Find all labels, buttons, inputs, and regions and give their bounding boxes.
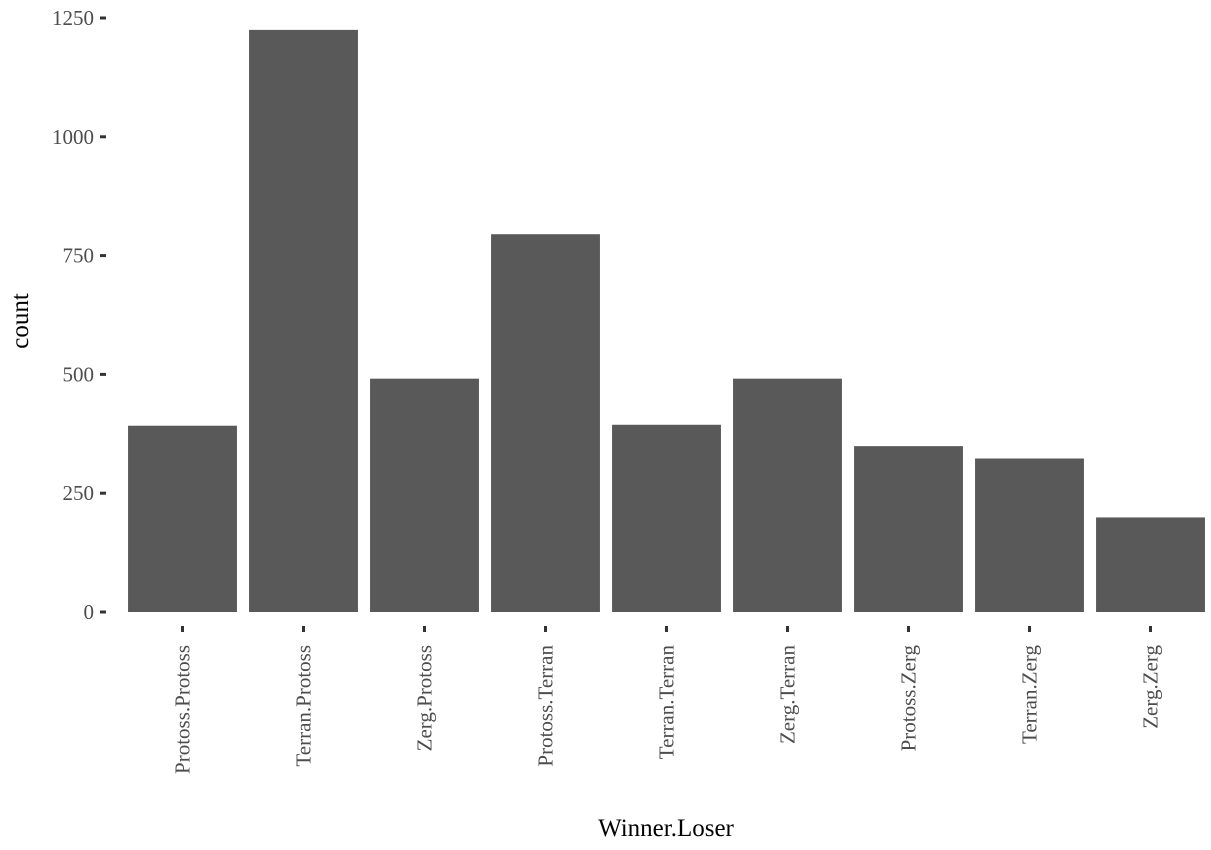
x-tick-label: Terran.Zerg xyxy=(1018,645,1042,745)
x-tick-label: Terran.Protoss xyxy=(292,645,316,767)
y-axis: 0 250 500 750 1000 1250 xyxy=(52,6,106,624)
x-axis: Protoss.Protoss Terran.Protoss Zerg.Protos… xyxy=(171,626,1163,774)
bar-zerg-zerg xyxy=(1096,517,1205,612)
y-axis-title: count xyxy=(7,293,34,349)
y-tick-label: 1250 xyxy=(52,6,94,30)
x-tick-label: Protoss.Zerg xyxy=(897,645,921,752)
y-tick-label: 500 xyxy=(63,362,95,386)
x-tick-label: Zerg.Terran xyxy=(776,645,800,745)
y-tick-label: 0 xyxy=(84,600,95,624)
bar-protoss-zerg xyxy=(854,446,963,612)
bar-protoss-terran xyxy=(491,234,600,612)
x-tick-label: Protoss.Protoss xyxy=(171,645,195,774)
x-tick-label: Protoss.Terran xyxy=(534,645,558,767)
y-tick-label: 250 xyxy=(63,481,95,505)
bars-group xyxy=(128,29,1205,612)
x-tick-label: Zerg.Zerg xyxy=(1139,645,1163,729)
bar-zerg-protoss xyxy=(370,378,479,612)
bar-zerg-terran xyxy=(733,378,842,612)
y-tick-label: 750 xyxy=(63,244,95,268)
bar-protoss-protoss xyxy=(128,425,237,612)
x-tick-label: Terran.Terran xyxy=(655,645,679,760)
bar-terran-zerg xyxy=(975,458,1084,612)
y-tick-label: 1000 xyxy=(52,125,94,149)
bar-terran-protoss xyxy=(249,29,358,612)
bar-terran-terran xyxy=(612,424,721,612)
x-tick-label: Zerg.Protoss xyxy=(413,645,437,751)
x-axis-title: Winner.Loser xyxy=(598,815,734,842)
